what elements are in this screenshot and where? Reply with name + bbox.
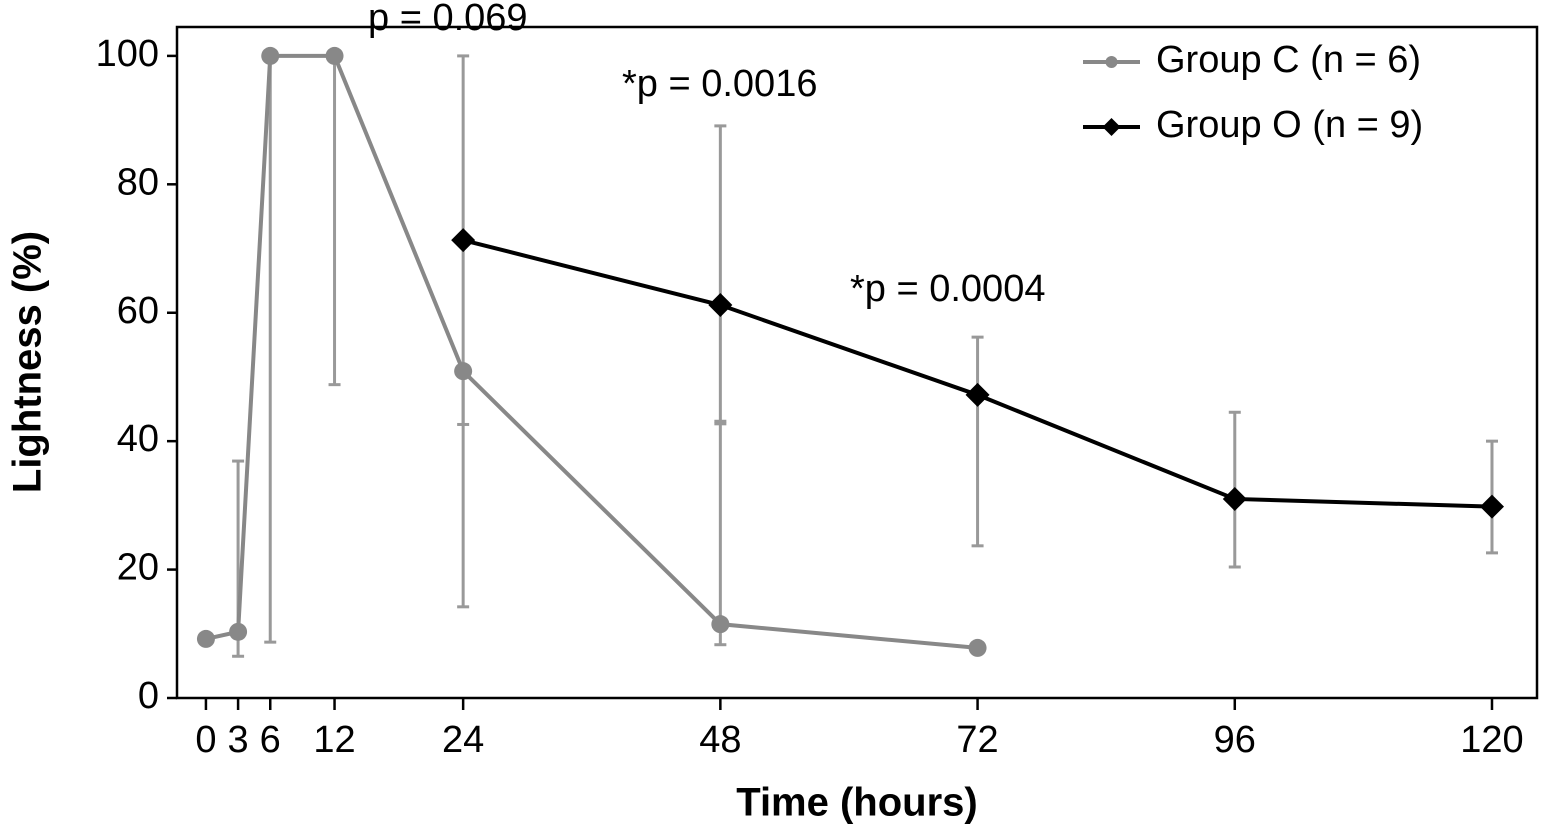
y-tick-label: 60 — [117, 290, 159, 332]
data-point — [261, 46, 280, 65]
data-point — [965, 382, 990, 407]
y-axis-label: Lightness (%) — [6, 231, 50, 493]
data-point — [708, 293, 733, 318]
x-tick-label: 6 — [260, 719, 281, 761]
y-tick-label: 40 — [117, 418, 159, 460]
data-point — [229, 622, 248, 641]
series-line — [205, 53, 978, 650]
annotation: *p = 0.0004 — [850, 268, 1045, 310]
x-tick-label: 24 — [442, 719, 484, 761]
data-point — [196, 629, 215, 648]
data-point — [1222, 486, 1247, 511]
annotation: *p = 0.0016 — [622, 63, 817, 105]
x-tick-label: 0 — [195, 719, 216, 761]
x-tick-label: 12 — [313, 719, 355, 761]
legend-marker — [1102, 118, 1121, 136]
x-tick-label: 3 — [228, 719, 249, 761]
data-point — [454, 362, 473, 381]
x-axis-label: Time (hours) — [736, 781, 978, 825]
y-tick-label: 0 — [138, 675, 159, 717]
legend-label: Group C (n = 6) — [1156, 39, 1421, 81]
data-point — [325, 46, 344, 65]
y-tick-label: 20 — [117, 547, 159, 589]
plot-frame — [175, 25, 1539, 700]
x-tick-label: 96 — [1214, 719, 1256, 761]
y-tick-label: 100 — [96, 33, 159, 75]
x-tick-label: 120 — [1460, 719, 1523, 761]
data-point — [711, 615, 730, 634]
data-point — [968, 638, 987, 657]
legend-label: Group O (n = 9) — [1156, 104, 1423, 146]
x-tick-label: 72 — [956, 719, 998, 761]
x-tick-label: 48 — [699, 719, 741, 761]
legend-marker — [1105, 56, 1118, 68]
data-point — [451, 228, 476, 253]
y-tick-label: 80 — [117, 161, 159, 203]
data-point — [1479, 494, 1504, 519]
annotation: p = 0.069 — [368, 0, 528, 39]
